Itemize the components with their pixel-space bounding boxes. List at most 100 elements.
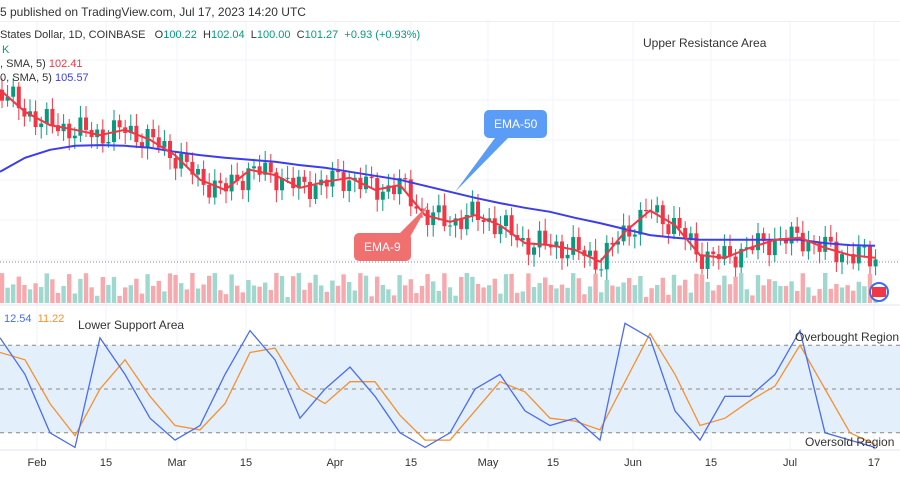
volume-bar	[285, 296, 290, 303]
volume-bar	[207, 275, 212, 303]
volume-bar	[358, 273, 363, 303]
candle-body	[459, 218, 464, 230]
candle-body	[117, 120, 122, 128]
x-tick-label: Mar	[168, 457, 187, 469]
x-tick-label: Jul	[783, 457, 797, 469]
volume-bar	[257, 286, 262, 303]
volume-bar	[526, 273, 531, 303]
stoch-k-line	[0, 322, 876, 449]
candle-body	[431, 212, 436, 226]
candle-body	[196, 168, 200, 175]
volume-bar	[425, 274, 430, 303]
volume-bar	[845, 285, 850, 303]
candle-body	[128, 125, 133, 133]
volume-bar	[767, 279, 772, 303]
candle-body	[50, 108, 55, 126]
volume-bar	[352, 290, 357, 303]
volume-bar	[11, 284, 16, 303]
sma1-label: , SMA, 5)	[0, 58, 46, 70]
x-tick-label: 17	[868, 457, 880, 469]
published-header: 5 published on TradingView.com, Jul 17, …	[0, 0, 900, 22]
candle-body	[229, 174, 234, 192]
candle-body	[386, 185, 391, 192]
volume-bar	[531, 286, 537, 303]
candle-body	[285, 177, 290, 179]
volume-bar	[414, 293, 419, 303]
sma1-value: 102.41	[48, 58, 83, 70]
candle-body	[817, 242, 822, 252]
candle-body	[313, 185, 318, 200]
volume-bar	[744, 289, 749, 303]
candle-body	[481, 219, 486, 222]
legend-k: K	[2, 44, 10, 56]
x-tick-label: 15	[547, 457, 559, 469]
volume-bar	[828, 288, 833, 303]
volume-bar	[733, 276, 738, 303]
volume-bar	[347, 281, 352, 303]
volume-bar	[789, 281, 794, 303]
volume-bar	[83, 273, 89, 303]
candle-body	[756, 233, 760, 251]
candle-body	[151, 128, 156, 138]
volume-bar	[643, 296, 649, 303]
volume-bar	[184, 289, 189, 303]
candle-body	[162, 141, 167, 148]
volume-bar	[212, 273, 217, 303]
symbol-ohlc: States Dollar, 1D, COINBASE O100.22 H102…	[0, 29, 420, 41]
volume-bar	[235, 285, 240, 303]
volume-bar	[39, 287, 44, 303]
candle-body	[476, 201, 480, 220]
candle-body	[448, 225, 452, 227]
volume-bar	[431, 281, 436, 303]
volume-bar	[67, 274, 72, 303]
candle-body	[806, 241, 811, 252]
volume-bar	[218, 290, 223, 303]
volume-bar	[716, 285, 721, 303]
candle-body	[672, 217, 676, 234]
volume-bar	[520, 291, 525, 303]
candle-body	[728, 246, 732, 257]
volume-bar	[5, 287, 10, 303]
candle-body	[772, 239, 777, 256]
candle-body	[39, 123, 44, 128]
volume-bar	[817, 289, 822, 303]
volume-bar	[694, 273, 699, 303]
volume-bar	[699, 274, 705, 303]
candle-body	[560, 241, 564, 259]
candle-body	[739, 248, 744, 268]
candle-body	[655, 205, 660, 213]
ema50-pointer	[455, 138, 508, 192]
volume-bar	[22, 285, 27, 303]
volume-bar	[727, 284, 733, 303]
volume-bar	[470, 276, 475, 303]
candle-body	[408, 179, 413, 207]
tv-logo-flag	[872, 287, 886, 297]
candle-body	[705, 251, 710, 269]
candle-body	[201, 168, 206, 185]
volume-bar	[750, 295, 755, 303]
candle-body	[95, 129, 100, 138]
candle-body	[44, 108, 49, 124]
volume-bar	[632, 285, 637, 303]
candle-body	[453, 218, 458, 226]
low-label: L	[250, 29, 257, 41]
volume-bar	[862, 286, 867, 303]
candle-body	[464, 215, 469, 230]
volume-bar	[772, 281, 777, 303]
volume-bar	[543, 277, 548, 303]
candle-body	[296, 176, 301, 189]
candle-body	[173, 157, 178, 169]
volume-bar	[823, 273, 828, 303]
candle-body	[33, 111, 38, 128]
ema50-callout: EMA-50	[484, 110, 548, 138]
candle-body	[856, 246, 861, 264]
candle-body	[240, 181, 245, 191]
candle-body	[599, 269, 604, 271]
volume-bar	[649, 288, 654, 303]
volume-bar	[240, 292, 245, 303]
volume-bar	[341, 274, 346, 303]
volume-bar	[571, 273, 576, 303]
volume-bar	[0, 273, 5, 303]
open-value: 100.22	[163, 29, 197, 41]
